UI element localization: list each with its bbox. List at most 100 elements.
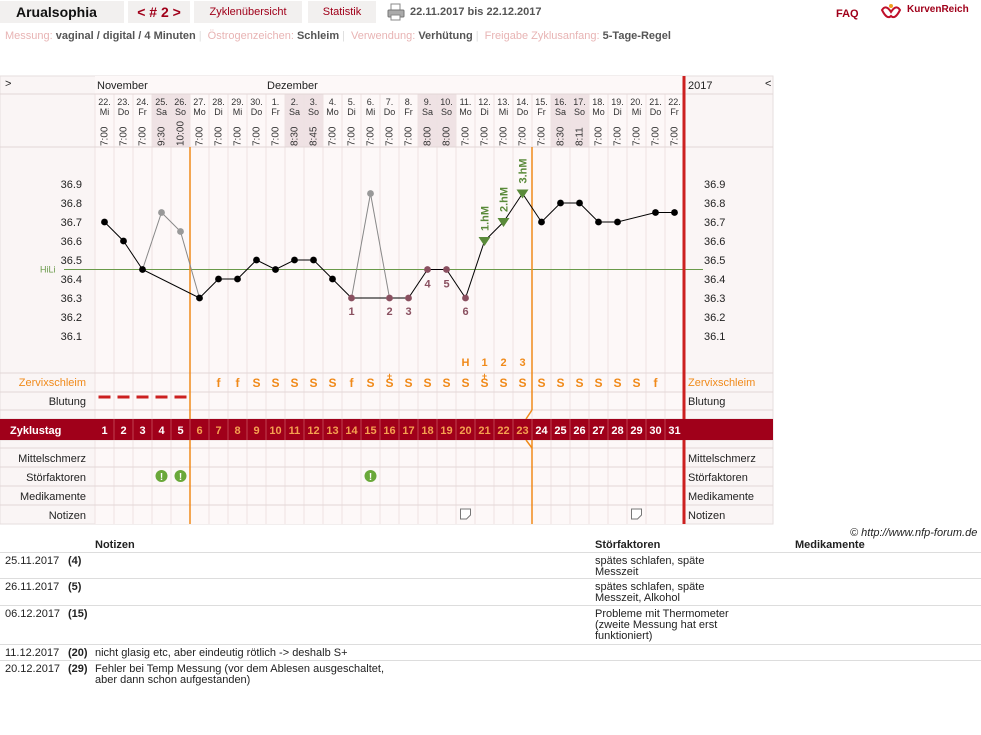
measure-time: 7:00 <box>138 126 149 146</box>
measure-time: 7:00 <box>651 126 662 146</box>
weekday-label: Di <box>347 107 356 117</box>
measure-time: 8:30 <box>290 126 301 146</box>
day-number: 13. <box>497 97 510 107</box>
weekday-label: Mo <box>326 107 339 117</box>
temperature-chart: > <November Dezember 201722.Mi7:0023.Do7:00… <box>0 75 774 525</box>
day-number: 4. <box>329 97 337 107</box>
mucus-symbol: S <box>518 376 526 390</box>
cycle-day-number: 22 <box>497 425 509 437</box>
low-label: 4 <box>424 279 431 291</box>
weekend-shade <box>152 94 171 147</box>
temperature-point <box>329 275 336 283</box>
cycle-day-number: 18 <box>421 425 433 437</box>
day-number: 3. <box>310 97 318 107</box>
measure-time: 7:00 <box>385 126 396 146</box>
y-tick-right: 36.4 <box>704 274 725 286</box>
usage-label: Verwendung: <box>351 30 416 42</box>
temperature-point <box>424 266 431 273</box>
year-label: 2017 <box>688 80 712 92</box>
mucus-plus: + <box>482 371 487 381</box>
mucus-symbol: S <box>271 376 279 390</box>
cycle-day-number: 24 <box>535 425 548 437</box>
day-number: 10. <box>440 97 453 107</box>
note-date: 06.12.2017 <box>5 608 61 620</box>
measure-time: 7:00 <box>195 126 206 146</box>
evaluation-marker-kink <box>525 409 533 420</box>
measure-time: 7:00 <box>100 126 111 146</box>
row-label-mucus: Zervixschleim <box>19 377 86 389</box>
hili-label: HiLi <box>40 265 56 275</box>
kurvenreich-logo-icon <box>880 4 902 19</box>
note-cycle-day: (15) <box>68 608 88 620</box>
note-date: 25.11.2017 <box>5 555 60 567</box>
cycle-day-number: 26 <box>573 425 585 437</box>
mucus-count: H <box>462 357 470 369</box>
temperature-point <box>367 190 374 197</box>
weekday-label: So <box>308 107 319 117</box>
weekday-label: Sa <box>422 107 433 117</box>
temperature-point <box>139 266 146 273</box>
mucus-symbol: S <box>499 376 507 390</box>
day-number: 22. <box>668 97 681 107</box>
day-number: 11. <box>460 97 472 107</box>
day-number: 19. <box>611 97 624 107</box>
temperature-point <box>595 218 602 226</box>
top-bar: Arualsophia < # 2 > Zyklenübersicht Stat… <box>0 0 981 26</box>
measure-time: 7:00 <box>404 126 415 146</box>
day-number: 21. <box>649 97 662 107</box>
weekday-label: Fr <box>404 107 413 117</box>
temperature-point <box>671 209 678 216</box>
brand-name[interactable]: KurvenReich <box>907 4 969 15</box>
mucus-symbol: S <box>290 376 298 390</box>
cycle-day-number: 15 <box>364 425 376 437</box>
y-tick-left: 36.7 <box>61 217 82 229</box>
weekday-label: So <box>175 107 186 117</box>
temperature-point <box>348 294 355 302</box>
mucus-symbol: S <box>442 376 450 390</box>
row-label-right-disruption: Störfaktoren <box>688 472 748 484</box>
weekend-shade <box>551 94 570 147</box>
cycle-day-number: 16 <box>383 425 395 437</box>
y-tick-left: 36.5 <box>61 255 82 267</box>
cycle-day-number: 29 <box>630 425 642 437</box>
nav-next: < <box>765 78 771 90</box>
measure-time: 8:00 <box>423 126 434 146</box>
note-text: nicht glasig etc, aber eindeutig rötlich… <box>95 647 348 659</box>
cycle-day-number: 21 <box>478 425 490 437</box>
disruption-header: Störfaktoren <box>595 539 661 551</box>
print-icon[interactable] <box>387 3 405 21</box>
temperature-point <box>462 294 469 302</box>
measure-time: 8:30 <box>556 126 567 146</box>
day-number: 25. <box>155 97 168 107</box>
y-tick-left: 36.9 <box>61 179 82 191</box>
cycle-navigator[interactable]: < # 2 > <box>128 1 190 23</box>
day-number: 9. <box>424 97 432 107</box>
weekend-shade <box>171 94 190 147</box>
notes-row: 20.12.2017 (29) Fehler bei Temp Messung (v… <box>0 660 981 689</box>
excluded-connector <box>161 212 181 232</box>
disruption-icon <box>174 470 187 482</box>
weekday-label: Do <box>517 107 529 117</box>
measure-time: 7:00 <box>233 126 244 146</box>
tab-statistics[interactable]: Statistik <box>308 1 376 23</box>
measure-time: 7:00 <box>347 126 358 146</box>
faq-link[interactable]: FAQ <box>836 8 859 20</box>
mucus-symbol: f <box>654 376 659 390</box>
temperature-point <box>291 256 298 264</box>
y-tick-left: 36.8 <box>61 198 82 210</box>
temperature-point <box>405 294 412 302</box>
weekday-label: Sa <box>289 107 300 117</box>
temperature-point <box>272 266 279 273</box>
measure-time: 7:00 <box>119 126 130 146</box>
disruption-icon-mark: ! <box>179 472 182 483</box>
usage-value: Verhütung <box>418 30 473 42</box>
day-number: 16. <box>554 97 567 107</box>
high-measure-label: 1.hM <box>480 206 492 231</box>
disruption-icon <box>364 470 377 482</box>
user-name[interactable]: Arualsophia <box>0 1 124 23</box>
day-number: 5. <box>348 97 356 107</box>
temperature-point <box>234 275 241 283</box>
tab-cycle-overview[interactable]: Zyklenübersicht <box>194 1 302 23</box>
weekday-label: Do <box>251 107 263 117</box>
cycle-day-number: 8 <box>234 425 240 437</box>
